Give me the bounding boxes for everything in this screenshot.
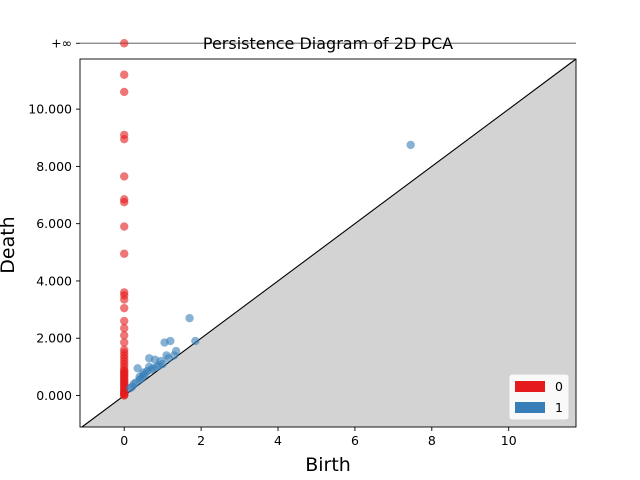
point-dim0 — [120, 323, 129, 333]
infinity-tick-label: +∞ — [51, 36, 72, 51]
point-dim1 — [125, 384, 135, 393]
point-dim0 — [120, 295, 129, 304]
x-axis: 0 2 4 6 8 10 — [120, 427, 517, 448]
legend-label-0: 0 — [555, 379, 563, 394]
x-tick-label: 2 — [197, 433, 205, 448]
y-axis: 0.000 2.000 4.000 6.000 8.000 10.000 — [28, 102, 80, 403]
x-tick-label: 10 — [501, 433, 517, 448]
legend-swatch-1 — [515, 402, 545, 413]
x-tick-label: 4 — [274, 433, 282, 448]
point-dim0 — [120, 391, 129, 400]
point-dim1 — [133, 364, 142, 373]
point-dim1 — [406, 140, 415, 150]
point-dim0 — [120, 222, 129, 231]
legend-swatch-0 — [515, 381, 545, 392]
legend: 0 1 — [508, 373, 570, 421]
y-tick-label: 0.000 — [36, 388, 72, 403]
x-tick-label: 6 — [351, 433, 359, 448]
y-tick-label: 6.000 — [36, 216, 72, 231]
point-dim1 — [145, 362, 154, 372]
point-dim0 — [120, 134, 129, 144]
point-dim0 — [120, 338, 129, 347]
point-dim0 — [120, 172, 129, 181]
point-dim1 — [170, 351, 179, 360]
point-dim0 — [120, 331, 129, 340]
plot-frame — [79, 58, 577, 428]
point-dim0 — [120, 303, 129, 313]
y-axis-title: Death — [0, 216, 19, 273]
point-dim0 — [120, 70, 129, 79]
y-tick-label: 8.000 — [36, 159, 72, 174]
point-dim1 — [156, 356, 165, 366]
y-tick-label: 2.000 — [36, 331, 72, 346]
point-dim1 — [191, 336, 200, 346]
point-dim0 — [120, 197, 129, 207]
legend-label-1: 1 — [555, 400, 563, 415]
x-tick-label: 8 — [428, 433, 436, 448]
point-dim0 — [120, 39, 129, 48]
point-dim1 — [135, 372, 144, 382]
y-tick-label: 4.000 — [36, 273, 72, 288]
chart-title: Persistence Diagram of 2D PCA — [203, 34, 453, 53]
point-dim0 — [120, 87, 129, 97]
point-dim0 — [120, 249, 129, 258]
x-axis-title: Birth — [305, 454, 351, 476]
scatter-points — [120, 39, 415, 400]
point-dim0 — [120, 316, 129, 326]
point-dim1 — [185, 313, 194, 323]
x-tick-label: 0 — [120, 433, 128, 448]
point-dim1 — [160, 338, 169, 347]
y-tick-label: 10.000 — [28, 102, 72, 117]
